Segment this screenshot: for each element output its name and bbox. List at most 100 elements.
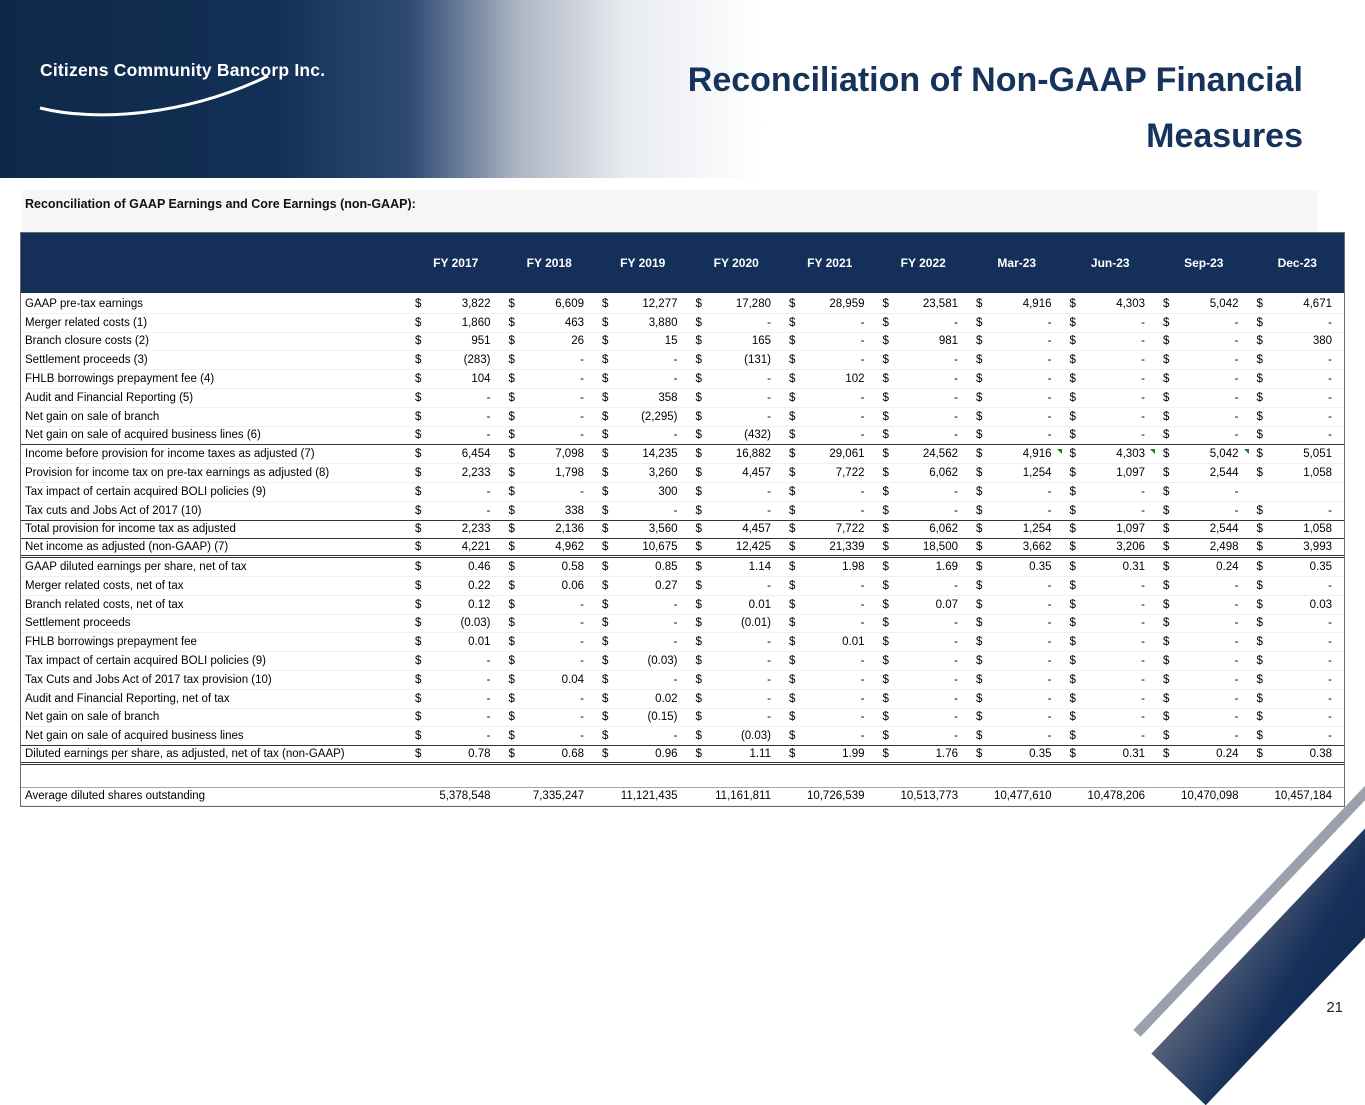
cell-value: 3,206 <box>1116 541 1145 554</box>
table-cell: $ - <box>503 711 597 723</box>
table-cell: $ - <box>783 674 877 686</box>
table-cell: $ - <box>783 429 877 441</box>
table-cell: $3,206 <box>1064 541 1158 553</box>
cell-currency-symbol: $ <box>1069 673 1076 686</box>
cell-value: - <box>1328 636 1332 649</box>
table-cell: $12,425 <box>690 541 784 553</box>
cell-currency-symbol: $ <box>695 541 702 554</box>
cell-currency-symbol: $ <box>1163 617 1170 630</box>
cell-currency-symbol: $ <box>976 541 983 554</box>
table-cell: $0.35 <box>1251 561 1345 573</box>
cell-currency-symbol: $ <box>1069 410 1076 423</box>
column-header: Dec-23 <box>1277 256 1317 270</box>
cell-value: - <box>1141 636 1145 649</box>
table-cell: $ - <box>970 693 1064 705</box>
table-cell: $ - <box>1064 674 1158 686</box>
table-cell: $4,962 <box>503 541 597 553</box>
table-row: Merger related costs (1) $1,860 $463 $3,880… <box>21 314 1344 333</box>
cell-currency-symbol: $ <box>415 617 422 630</box>
cell-currency-symbol: $ <box>602 316 609 329</box>
cell-value: - <box>1141 730 1145 743</box>
table-cell: 10,478,206 <box>1064 790 1158 802</box>
table-cell: $ - <box>783 411 877 423</box>
cell-currency-symbol: $ <box>415 373 422 386</box>
cell-currency-symbol: $ <box>1163 391 1170 404</box>
cell-value: 0.07 <box>935 598 958 611</box>
cell-value: - <box>860 485 865 498</box>
cell-currency-symbol: $ <box>1069 655 1076 668</box>
table-cell: $ - <box>1157 373 1251 385</box>
table-cell: $3,662 <box>970 541 1064 553</box>
cell-currency-symbol: $ <box>508 504 515 517</box>
row-label: Audit and Financial Reporting, net of ta… <box>25 692 230 705</box>
cell-currency-symbol: $ <box>415 655 422 668</box>
cell-currency-symbol: $ <box>976 561 983 574</box>
table-row: Average diluted shares outstanding 5,378,… <box>21 786 1344 806</box>
cell-currency-symbol: $ <box>789 391 796 404</box>
cell-currency-symbol: $ <box>695 504 702 517</box>
table-cell: $ - <box>1157 411 1251 423</box>
cell-value: 2,233 <box>461 467 491 480</box>
cell-currency-symbol: $ <box>882 429 889 442</box>
cell-value: - <box>1047 711 1052 724</box>
cell-currency-symbol: $ <box>976 730 983 743</box>
cell-value: 17,280 <box>735 297 771 310</box>
column-header: FY 2017 <box>433 256 479 270</box>
cell-value: - <box>1141 373 1145 386</box>
table-cell: $4,457 <box>690 523 784 535</box>
cell-currency-symbol: $ <box>695 391 702 404</box>
cell-value: 10,457,184 <box>1274 790 1332 803</box>
table-cell: $ - <box>1064 429 1158 441</box>
cell-currency-symbol: $ <box>415 448 422 461</box>
table-cell: $ - <box>1251 617 1345 629</box>
cell-currency-symbol: $ <box>415 692 422 705</box>
cell-value: (0.03) <box>740 730 771 743</box>
cell-value: 0.38 <box>1309 748 1332 761</box>
cell-value: 10,513,773 <box>900 790 958 803</box>
cell-currency-symbol: $ <box>1069 579 1076 592</box>
cell-currency-symbol: $ <box>695 467 702 480</box>
cell-currency-symbol: $ <box>602 655 609 668</box>
cell-currency-symbol: $ <box>415 711 422 724</box>
table-cell: $ - <box>970 392 1064 404</box>
table-row: Audit and Financial Reporting, net of ta… <box>21 690 1344 709</box>
cell-currency-symbol: $ <box>1069 636 1076 649</box>
cell-value: - <box>1141 579 1145 592</box>
table-cell: $14,235 <box>596 448 690 460</box>
cell-currency-symbol: $ <box>882 598 889 611</box>
cell-value: 102 <box>845 373 865 386</box>
cell-currency-symbol: $ <box>1163 673 1170 686</box>
table-cell: $1.69 <box>877 561 971 573</box>
cell-value: - <box>767 410 771 423</box>
cell-currency-symbol: $ <box>508 541 515 554</box>
table-caption: Reconciliation of GAAP Earnings and Core… <box>25 197 416 211</box>
table-cell: $26 <box>503 335 597 347</box>
cell-currency-symbol: $ <box>1069 485 1076 498</box>
cell-currency-symbol: $ <box>882 692 889 705</box>
cell-value: 29,061 <box>829 448 865 461</box>
cell-currency-symbol: $ <box>1163 523 1170 536</box>
cell-currency-symbol: $ <box>976 617 983 630</box>
table-cell: $ - <box>1251 411 1345 423</box>
cell-currency-symbol: $ <box>976 523 983 536</box>
cell-currency-symbol: $ <box>1163 692 1170 705</box>
row-label: Merger related costs (1) <box>25 316 148 329</box>
cell-value: - <box>1141 485 1145 498</box>
spacer-row <box>21 765 1344 787</box>
table-cell: $951 <box>409 335 503 347</box>
table-row: Settlement proceeds $ (0.03) $ - $ - $ (0.01) $ - $… <box>21 615 1344 634</box>
cell-value: - <box>860 354 865 367</box>
cell-value: - <box>1047 692 1052 705</box>
cell-value: 165 <box>751 335 771 348</box>
table-cell: $ - <box>409 429 503 441</box>
cell-value: - <box>580 391 584 404</box>
cell-value: - <box>1141 335 1145 348</box>
cell-currency-symbol: $ <box>789 711 796 724</box>
cell-currency-symbol: $ <box>1163 636 1170 649</box>
cell-value: - <box>673 354 678 367</box>
cell-currency-symbol: $ <box>415 335 422 348</box>
cell-currency-symbol: $ <box>1069 730 1076 743</box>
cell-value: 0.01 <box>748 598 771 611</box>
cell-currency-symbol: $ <box>695 655 702 668</box>
row-label: Provision for income tax on pre-tax earn… <box>25 467 330 480</box>
